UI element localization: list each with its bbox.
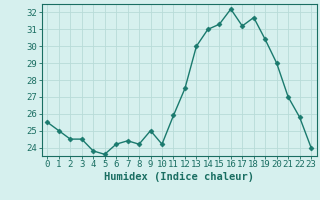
X-axis label: Humidex (Indice chaleur): Humidex (Indice chaleur): [104, 172, 254, 182]
